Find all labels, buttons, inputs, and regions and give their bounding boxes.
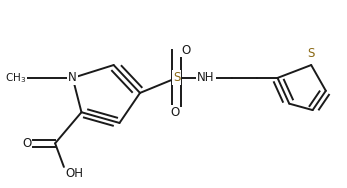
Text: S: S (307, 47, 315, 60)
Text: N: N (68, 71, 77, 84)
Text: OH: OH (65, 167, 83, 180)
Text: O: O (170, 106, 180, 119)
Text: CH$_3$: CH$_3$ (5, 71, 26, 85)
Text: NH: NH (197, 71, 214, 84)
Text: O: O (23, 137, 32, 150)
Text: S: S (173, 71, 180, 84)
Text: O: O (181, 44, 190, 57)
